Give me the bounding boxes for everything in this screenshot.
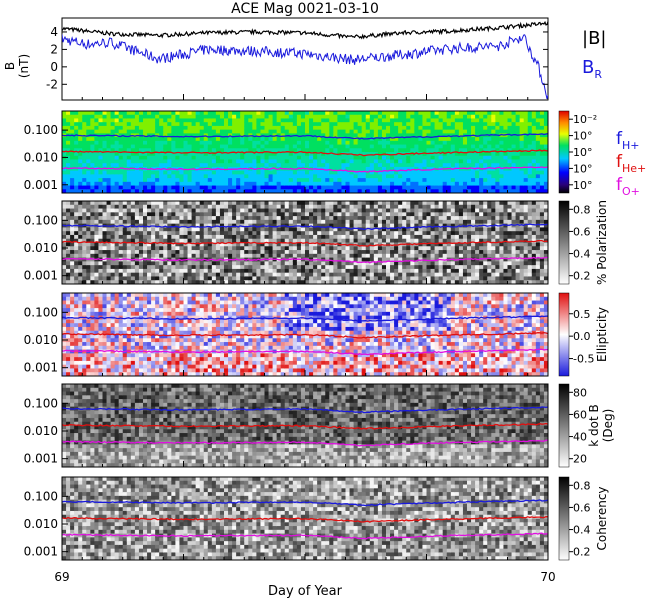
- colorbar-tick-label: 10°: [573, 162, 593, 175]
- y-tick-label: 0.010: [24, 241, 58, 255]
- colorbar-tick-label: 0.0: [573, 330, 591, 343]
- series-f-heplus-line: [62, 239, 548, 247]
- colorbar-tick-label: -0.5: [573, 353, 594, 366]
- y-tick-label: -2: [46, 77, 58, 91]
- legend-b: |B| BR: [582, 28, 606, 81]
- colorbar-ellipticity: [558, 292, 570, 377]
- colorbar-tick-label: 0.6: [573, 225, 591, 238]
- y-tick-label: 0.100: [24, 489, 58, 503]
- legend-bmag: |B|: [582, 28, 606, 49]
- series-br-line: [62, 34, 548, 100]
- colorbar-polarization: [558, 200, 570, 285]
- legend-frequencies: fH+ fHe+ fO+: [616, 129, 646, 198]
- panel1-y-ticks: 4 2 0 -2: [46, 25, 548, 100]
- spectrogram-image: [62, 293, 548, 376]
- y-tick-label: 0.010: [24, 517, 58, 531]
- colorbar-tick-label: 0.2: [573, 270, 591, 283]
- panel-polarization: 0.100 0.010 0.001 0.8 0.6 0.4 0.2 % Polarizatio…: [24, 200, 609, 285]
- y-tick-label: 4: [50, 25, 58, 39]
- spectrogram-image: [62, 111, 548, 193]
- magnetic-field-panel: 4 2 0 -2 B (nT): [3, 17, 549, 101]
- y-tick-label: 0.001: [24, 452, 58, 466]
- panel-power: 0.100 0.010 0.001 10⁻² 10° 10° 10° 10°: [24, 110, 597, 194]
- colorbar-label: % Polarization: [595, 200, 609, 285]
- colorbar-kdotb: [558, 383, 570, 468]
- x-tick-label: 69: [54, 570, 69, 584]
- spectrogram-panels: 0.100 0.010 0.001 10⁻² 10° 10° 10° 10° 0.100 0.01…: [24, 110, 615, 561]
- series-f-oplus-line: [62, 348, 548, 356]
- colorbar-tick-label: 0.8: [573, 203, 591, 216]
- colorbar-tick-label: 10°: [573, 130, 593, 143]
- colorbar-tick-label: 0.5: [573, 308, 591, 321]
- spectrogram-image: [62, 201, 548, 284]
- y-tick-label: 0.010: [24, 424, 58, 438]
- chart-title: ACE Mag 0021-03-10: [231, 1, 379, 17]
- colorbar-tick-label: 10°: [573, 146, 593, 159]
- series-f-heplus-line: [62, 332, 548, 339]
- colorbar-tick-label: 0.2: [573, 546, 591, 559]
- panel-coherency: 0.100 0.010 0.001 0.8 0.6 0.4 0.2 Coherency: [24, 476, 609, 561]
- colorbar-label: Coherency: [595, 486, 609, 550]
- spectrogram-image: [62, 477, 548, 560]
- series-f-heplus-line: [62, 422, 548, 430]
- panel1-yunit: (nT): [17, 54, 31, 78]
- colorbar-label: k dot B: [587, 404, 601, 446]
- legend-f-oplus: fO+: [616, 175, 640, 198]
- colorbar-tick-label: 10°: [573, 179, 593, 192]
- panel-kdotb: 0.100 0.010 0.001 80 60 40 20k dot B (Deg): [24, 383, 615, 468]
- series-f-hplus-line: [62, 499, 548, 507]
- legend-f-heplus: fHe+: [616, 152, 646, 175]
- colorbar-label: Ellipticity: [595, 307, 609, 362]
- y-tick-label: 0.001: [24, 545, 58, 559]
- series-bmag-line: [62, 20, 548, 40]
- x-axis: 69 70 Day of Year: [54, 570, 555, 599]
- x-tick-label: 70: [540, 570, 555, 584]
- legend-br: BR: [582, 57, 602, 81]
- series-f-oplus-line: [62, 166, 548, 173]
- colorbar-label-unit: (Deg): [601, 409, 615, 443]
- colorbar-tick-label: 20: [573, 453, 587, 466]
- colorbar-tick-label: 0.8: [573, 479, 591, 492]
- y-tick-label: 0: [50, 60, 58, 74]
- legend-f-hplus: fH+: [616, 129, 640, 152]
- colorbar-tick-label: 80: [573, 386, 587, 399]
- series-f-heplus-line: [62, 149, 548, 157]
- panel1-ylabel: B: [3, 62, 17, 70]
- series-f-hplus-line: [62, 406, 548, 414]
- y-tick-label: 0.010: [24, 150, 58, 164]
- series-f-hplus-line: [62, 315, 548, 322]
- series-f-oplus-line: [62, 532, 548, 540]
- panel-ellipticity: 0.100 0.010 0.001 0.5 0.0 -0.5 Ellipticity: [24, 292, 609, 377]
- y-tick-label: 0.001: [24, 269, 58, 283]
- y-tick-label: 0.100: [24, 123, 58, 137]
- colorbar-tick-label: 60: [573, 408, 587, 421]
- y-tick-label: 0.001: [24, 361, 58, 375]
- colorbar-power: [558, 110, 570, 194]
- series-f-hplus-line: [62, 132, 548, 140]
- colorbar-tick-label: 0.4: [573, 524, 591, 537]
- series-f-heplus-line: [62, 516, 548, 523]
- y-tick-label: 0.001: [24, 178, 58, 192]
- series-f-oplus-line: [62, 439, 548, 447]
- series-f-oplus-line: [62, 256, 548, 264]
- colorbar-tick-label: 0.4: [573, 248, 591, 261]
- y-tick-label: 2: [50, 42, 58, 56]
- y-tick-label: 0.100: [24, 396, 58, 410]
- series-f-hplus-line: [62, 223, 548, 231]
- y-tick-label: 0.100: [24, 305, 58, 319]
- colorbar-coherency: [558, 476, 570, 561]
- y-tick-label: 0.010: [24, 333, 58, 347]
- x-axis-label: Day of Year: [268, 584, 343, 599]
- colorbar-tick-label: 10⁻²: [573, 113, 597, 126]
- spectrogram-image: [62, 384, 548, 467]
- y-tick-label: 0.100: [24, 213, 58, 227]
- colorbar-tick-label: 0.6: [573, 501, 591, 514]
- colorbar-tick-label: 40: [573, 431, 587, 444]
